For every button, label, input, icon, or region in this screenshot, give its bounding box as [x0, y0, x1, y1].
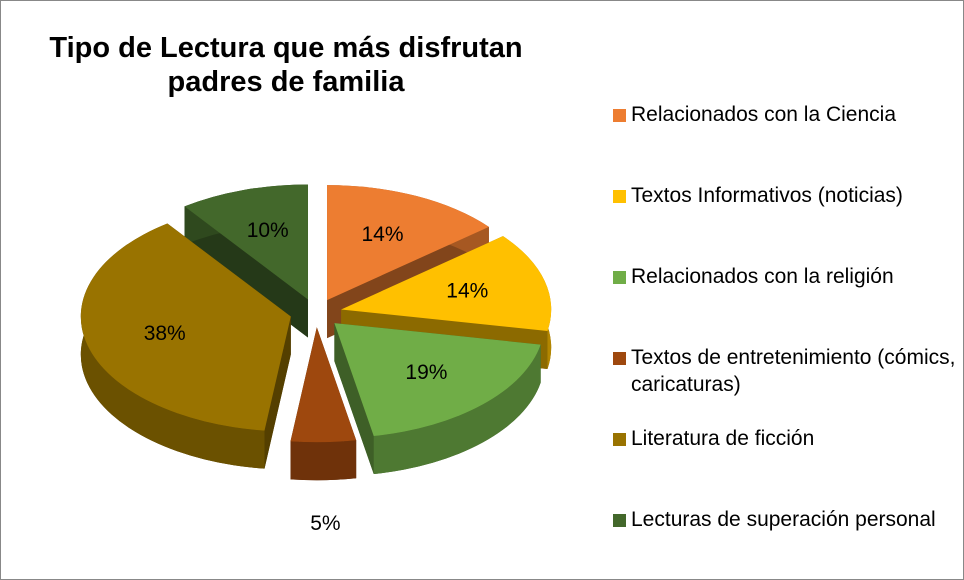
slice-top [341, 236, 552, 332]
slice [290, 327, 357, 481]
slice [80, 223, 291, 469]
legend-swatch [613, 433, 626, 446]
legend-item: Textos Informativos (noticias) [611, 182, 956, 209]
data-label: 19% [405, 361, 447, 384]
slice-top [334, 323, 541, 437]
legend-label: Relacionados con la religión [631, 265, 894, 288]
slice-wall [184, 206, 308, 338]
legend-swatch [613, 109, 626, 122]
slice-side [80, 223, 265, 469]
legend-item: Relacionados con la religión [611, 263, 956, 290]
legend-swatch [613, 190, 626, 203]
data-label: 10% [247, 219, 289, 242]
slice-top [327, 185, 489, 301]
slice-top [290, 327, 357, 443]
legend-label: Relacionados con la Ciencia [631, 103, 896, 126]
legend-label: Textos Informativos (noticias) [631, 184, 903, 207]
slice-wall [264, 316, 291, 469]
data-label: 14% [361, 223, 403, 246]
legend-item: Literatura de ficción [611, 425, 956, 452]
slice [184, 184, 308, 338]
legend-swatch [613, 514, 626, 527]
legend-item: Relacionados con la Ciencia [611, 101, 956, 128]
data-label: 14% [446, 279, 488, 302]
slice-top [184, 184, 308, 300]
data-label: 38% [144, 322, 186, 345]
slice-top [80, 223, 291, 431]
pie-area: 14% 14% 19% 5% 38% 10% [80, 184, 552, 535]
data-label: 5% [310, 512, 340, 535]
legend-label: Textos de entretenimiento (cómics, caric… [631, 346, 956, 396]
slice [334, 323, 541, 475]
legend-item: Lecturas de superación personal [611, 506, 956, 533]
slice-side [290, 440, 357, 481]
legend-item: Textos de entretenimiento (cómics, caric… [611, 344, 956, 398]
legend-label: Literatura de ficción [631, 427, 815, 450]
legend-label: Lecturas de superación personal [631, 508, 936, 531]
slice-side [373, 344, 541, 475]
legend-swatch [613, 352, 626, 365]
chart-title: Tipo de Lectura que más disfrutan padres… [49, 32, 523, 98]
slice-wall [334, 323, 374, 475]
legend-swatch [613, 271, 626, 284]
